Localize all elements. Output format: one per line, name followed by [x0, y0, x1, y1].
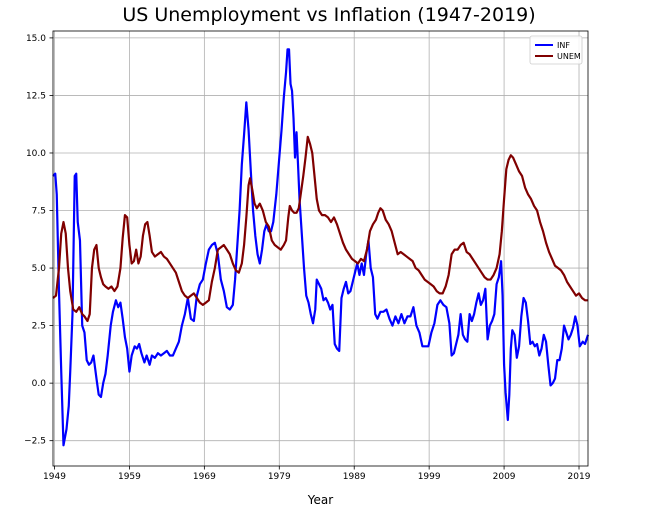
y-tick-label: 5.0	[32, 264, 47, 274]
y-tick-label: 0.0	[32, 379, 47, 389]
y-tick-label: 10.0	[26, 149, 46, 159]
x-tick-label: 1969	[193, 472, 216, 482]
series-lines	[52, 48, 590, 447]
legend-label-inf: INF	[557, 41, 570, 50]
legend: INF UNEM	[529, 35, 583, 65]
y-tick-label: 7.5	[32, 207, 46, 217]
grid-lines	[53, 31, 588, 466]
axis-ticks: 1949 1959 1969 1979 1989 1999 2009 2019 −2.5 0.0 2…	[24, 34, 591, 482]
legend-label-unem: UNEM	[557, 52, 581, 61]
plot-frame	[52, 30, 589, 467]
y-tick-label: 12.5	[26, 91, 46, 101]
x-tick-label: 1949	[43, 472, 66, 482]
x-tick-label: 2009	[493, 472, 516, 482]
series-line-unem	[52, 135, 588, 323]
x-tick-label: 1979	[268, 472, 291, 482]
x-tick-label: 2019	[568, 472, 591, 482]
y-tick-label: −2.5	[24, 437, 46, 447]
x-tick-label: 1989	[343, 472, 366, 482]
y-tick-label: 2.5	[32, 322, 46, 332]
x-axis-label: Year	[307, 493, 333, 507]
chart-title: US Unemployment vs Inflation (1947-2019)	[122, 4, 536, 26]
y-tick-label: 15.0	[26, 34, 46, 44]
x-tick-label: 1959	[118, 472, 141, 482]
series-line-inf	[52, 48, 590, 447]
x-tick-label: 1999	[418, 472, 441, 482]
